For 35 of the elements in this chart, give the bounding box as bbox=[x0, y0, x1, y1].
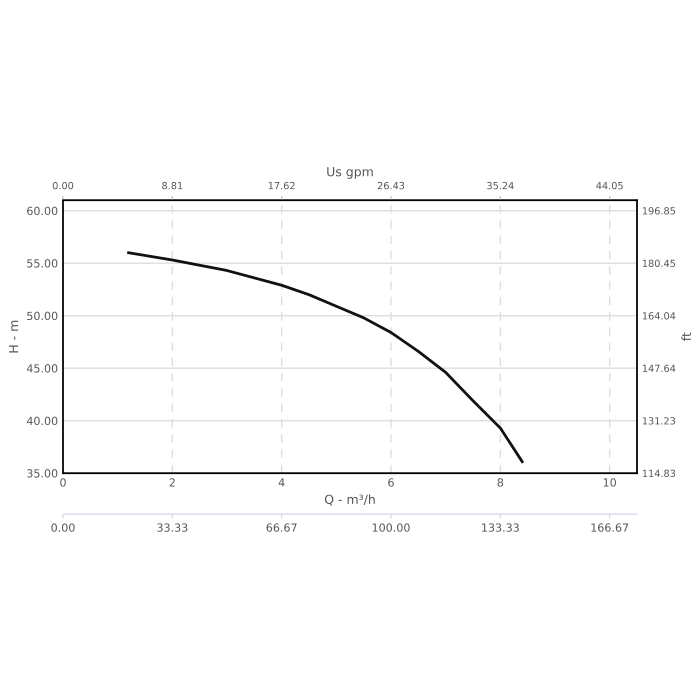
y-tick-label: 60.00 bbox=[27, 206, 58, 216]
text: 166.67 bbox=[591, 523, 628, 532]
x2-tick-label: 0.00 bbox=[52, 182, 74, 190]
y2-tick-label: 196.85 bbox=[642, 207, 676, 215]
y2-tick-label: 180.45 bbox=[642, 260, 676, 268]
y2-tick-label: 147.64 bbox=[642, 364, 676, 372]
x2-tick-label: 26.43 bbox=[378, 182, 404, 190]
text: 66.67 bbox=[266, 523, 297, 532]
y-tick-label: 55.00 bbox=[27, 259, 58, 268]
x-tick-label: 10 bbox=[604, 478, 616, 487]
y-tick-label: 50.00 bbox=[27, 312, 58, 320]
y-tick-label: 40.00 bbox=[26, 416, 58, 426]
y-tick-label: 45.00 bbox=[26, 364, 58, 373]
x-tick-label: 6 bbox=[388, 478, 394, 487]
line-series bbox=[127, 251, 524, 464]
x-tick-label: 2 bbox=[170, 478, 175, 487]
text: 33.33 bbox=[157, 523, 188, 532]
text: 100.00 bbox=[372, 523, 410, 532]
x2-tick-label: 44.05 bbox=[596, 182, 623, 190]
text: 133.33 bbox=[482, 523, 519, 532]
y2-tick-label: 131.23 bbox=[642, 417, 676, 425]
y2-tick-label: 164.04 bbox=[642, 312, 676, 320]
x-tick-label: 8 bbox=[498, 478, 504, 487]
y2-axis-title: ft bbox=[681, 332, 691, 341]
x2-tick-label: 35.24 bbox=[487, 182, 514, 190]
y-axis-title: H - m bbox=[9, 320, 18, 352]
x2-tick-label: 8.81 bbox=[162, 182, 182, 190]
text: 0.00 bbox=[51, 523, 75, 532]
y2-tick-label: 114.83 bbox=[642, 470, 676, 478]
x-tick-label: 4 bbox=[278, 478, 285, 487]
y-tick-label: 35.00 bbox=[27, 469, 58, 478]
x2-tick-label: 17.62 bbox=[268, 182, 295, 190]
x-tick-label: 0 bbox=[60, 478, 66, 487]
x2-axis-title: Us gpm bbox=[327, 167, 373, 179]
x-axis-title: Q - m³/h bbox=[324, 494, 375, 506]
